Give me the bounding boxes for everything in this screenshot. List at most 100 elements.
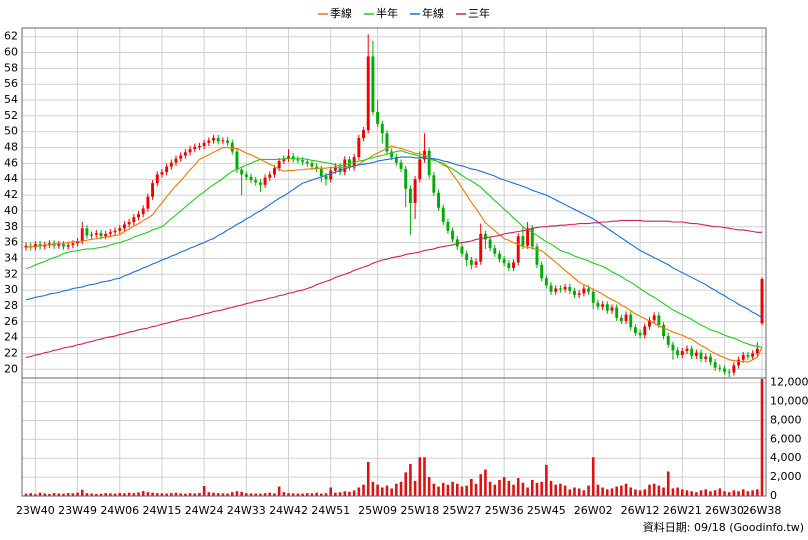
candle-body — [207, 140, 211, 143]
candle-body — [408, 188, 412, 203]
volume-bar — [718, 488, 722, 496]
y-tick-label: 60 — [4, 46, 18, 59]
volume-bar — [343, 491, 347, 496]
volume-bar — [24, 493, 28, 496]
candle-body — [132, 217, 136, 223]
y-tick-label: 34 — [4, 251, 18, 264]
y2-tick-label: 10,000 — [770, 395, 808, 408]
candle-body — [563, 286, 567, 290]
volume-bar — [652, 483, 656, 496]
volume-bar — [404, 472, 408, 496]
y-tick-label: 22 — [4, 346, 18, 359]
candle-body — [310, 163, 314, 167]
volume-bar — [207, 492, 211, 496]
y2-tick-label: 8,000 — [770, 413, 802, 426]
candle-body — [521, 236, 525, 246]
candle-body — [254, 180, 258, 183]
volume-bar — [90, 493, 93, 496]
volume-bar — [221, 493, 225, 496]
volume-bar — [282, 492, 286, 496]
candle-body — [432, 175, 436, 193]
volume-bar — [587, 485, 590, 496]
legend-label: 三年 — [468, 6, 490, 20]
candle-body — [746, 355, 750, 357]
volume-bar — [127, 492, 131, 496]
candle-body — [591, 291, 595, 303]
candle-body — [268, 174, 272, 178]
candle-body — [160, 172, 164, 175]
x-tick-label: 26W02 — [574, 504, 613, 517]
volume-bar — [357, 487, 361, 496]
ma-line — [25, 219, 762, 358]
y-tick-label: 28 — [4, 299, 18, 312]
volume-bar — [737, 491, 740, 496]
candle-body — [573, 290, 576, 295]
volume-bar — [390, 488, 393, 496]
candle-body — [685, 348, 689, 352]
volume-bar — [296, 493, 300, 496]
volume-bar — [170, 493, 173, 496]
candle-body — [390, 151, 394, 158]
candle-body — [324, 176, 328, 180]
volume-bar — [685, 490, 689, 496]
candle-body — [502, 259, 506, 264]
volume-bar — [277, 486, 281, 496]
candle-body — [554, 288, 558, 292]
y-tick-label: 58 — [4, 61, 18, 74]
candle-body — [507, 263, 511, 268]
candle-body — [652, 315, 656, 321]
volume-bar — [568, 489, 572, 496]
volume-bar — [460, 486, 464, 496]
candle-body — [338, 166, 342, 173]
volume-bar — [113, 493, 117, 496]
candle-body — [394, 157, 398, 163]
volume-bar — [596, 484, 600, 496]
volume-bar — [371, 481, 375, 496]
candle-body — [174, 158, 178, 163]
candle-body — [263, 177, 267, 185]
volume-bar — [502, 477, 506, 496]
candle-body — [694, 352, 698, 356]
y-tick-label: 48 — [4, 141, 18, 154]
x-tick-label: 25W09 — [358, 504, 397, 517]
candle-body — [624, 314, 628, 321]
candle-body — [483, 233, 487, 240]
ma-line — [25, 156, 763, 319]
volume-bar — [216, 493, 220, 496]
x-tick-label: 26W21 — [663, 504, 702, 517]
candle-body — [366, 56, 370, 131]
volume-bar — [563, 485, 567, 496]
volume-bar — [132, 493, 136, 496]
volume-bar — [695, 492, 698, 496]
volume-bar — [559, 483, 562, 496]
volume-bar — [427, 477, 431, 496]
candle-body — [751, 353, 755, 357]
candle-body — [282, 158, 286, 162]
y-tick-label: 54 — [4, 93, 18, 106]
volume-bar — [704, 489, 708, 496]
volume-bar — [71, 493, 75, 496]
candle-body — [385, 133, 389, 152]
volume-bar — [146, 492, 150, 496]
candle-body — [333, 166, 337, 171]
candle-body — [71, 243, 75, 245]
ma-line — [25, 145, 763, 363]
volume-bar — [432, 483, 436, 496]
y-tick-label: 24 — [4, 331, 18, 344]
candle-body — [235, 151, 239, 170]
volume-bar — [446, 484, 450, 496]
volume-bar — [437, 486, 440, 496]
x-tick-label: 24W33 — [227, 504, 266, 517]
candle-body — [273, 168, 276, 175]
candle-body — [296, 159, 300, 161]
volume-bar — [141, 491, 145, 496]
volume-bar — [591, 457, 595, 496]
y-tick-label: 50 — [4, 125, 18, 138]
volume-bar — [380, 487, 384, 496]
candle-body — [113, 230, 117, 233]
candle-body — [343, 159, 347, 173]
volume-bar — [352, 490, 356, 496]
candle-body — [197, 145, 201, 147]
candle-body — [169, 162, 173, 167]
x-tick-label: 23W49 — [58, 504, 97, 517]
